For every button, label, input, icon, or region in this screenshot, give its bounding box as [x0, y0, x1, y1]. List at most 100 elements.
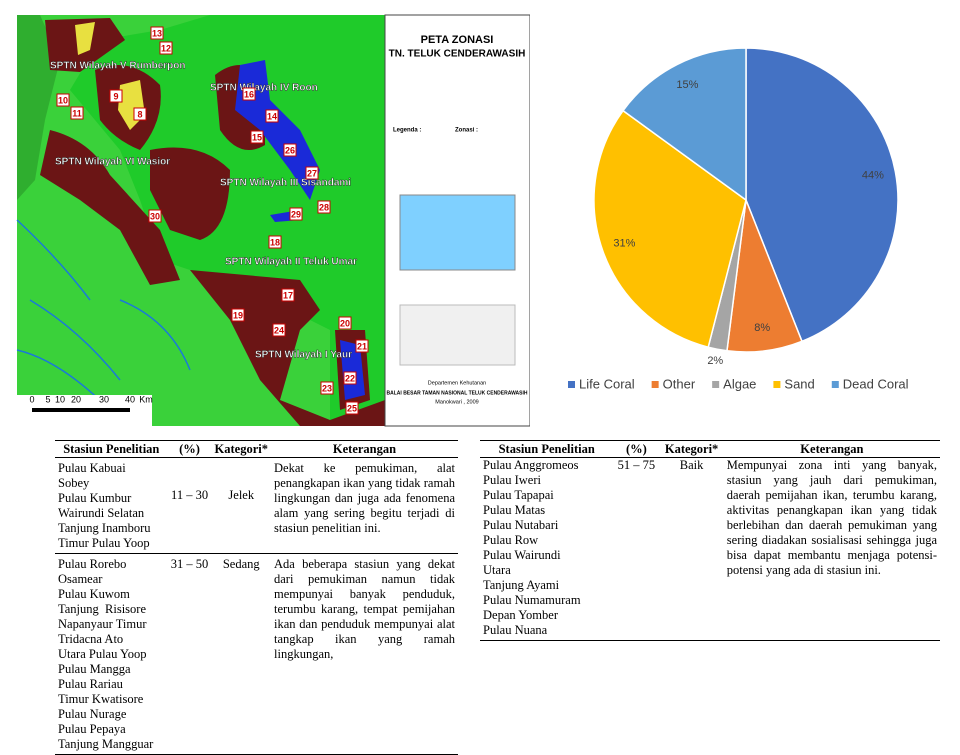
- island: [235, 60, 320, 200]
- site-marker: [148, 209, 162, 223]
- site-number: 28: [319, 202, 329, 212]
- station-name: Pulau Nuana: [483, 623, 548, 637]
- legend-label: Other: [663, 376, 696, 391]
- pie-slice: [745, 47, 899, 343]
- column-header: (%): [613, 440, 660, 458]
- legend-swatch: [651, 381, 659, 388]
- legend-label: Dead Coral: [843, 376, 909, 391]
- scale-label: 20: [71, 394, 81, 404]
- station-name: Pulau Iweri: [483, 473, 541, 487]
- site-number: 22: [345, 373, 355, 383]
- station-name: Tridacna Ato: [58, 632, 124, 646]
- site-number: 26: [285, 145, 295, 155]
- note-cell: Dekat ke pemukiman, alat penangkapan ika…: [271, 457, 458, 554]
- table: Stasiun Penelitian (%) Kategori* Keterangan…: [55, 440, 458, 755]
- data-label: 31%: [613, 238, 635, 250]
- scale-label: 30: [99, 394, 109, 404]
- station-name: Utara Pulau Yoop: [58, 647, 147, 661]
- site-number: 12: [161, 43, 171, 53]
- site-marker: [150, 26, 164, 40]
- scale-label: 0: [29, 394, 34, 404]
- site-marker: [231, 308, 245, 322]
- site-marker: [305, 166, 319, 180]
- site-number: 16: [244, 89, 254, 99]
- station-name: Pulau Anggromeos: [483, 458, 579, 472]
- site-marker: [272, 323, 286, 337]
- site-number: 9: [113, 91, 118, 101]
- station-name: Tanjung Inamboru: [58, 521, 151, 535]
- site-number: 25: [347, 403, 357, 413]
- legend-swatch: [568, 381, 575, 388]
- legend-label: Sand: [784, 376, 814, 391]
- logo-area: [399, 304, 516, 366]
- site-marker: [343, 371, 357, 385]
- map-footer: Manokwari , 2009: [435, 399, 478, 405]
- header-row: Stasiun Penelitian (%) Kategori* Keterangan: [480, 440, 940, 458]
- pie-slice: [593, 109, 747, 349]
- table-row: Pulau Kabuai Sobey Pulau Kumbur Wairundi Se…: [55, 457, 458, 554]
- region-label: SPTN Wilayah VI Wasior: [55, 157, 170, 168]
- table: Stasiun Penelitian (%) Kategori* Keterangan…: [480, 440, 940, 641]
- stations-cell: Pulau Anggromeos Pulau Iweri Pulau Tapapai…: [480, 457, 614, 641]
- site-marker: [289, 207, 303, 221]
- data-label: 44%: [862, 170, 884, 182]
- column-header: Stasiun Penelitian: [480, 440, 614, 458]
- station-name: Timur Pulau Yoop: [58, 536, 150, 550]
- site-number: 23: [322, 383, 332, 393]
- legend-swatch: [831, 381, 839, 388]
- station-name: Pulau Kabuai: [58, 461, 126, 475]
- station-name: Timur Kwatisore: [58, 692, 144, 706]
- site-marker: [70, 106, 84, 120]
- category-cell: Baik: [659, 457, 724, 641]
- legend-label: Algae: [723, 376, 756, 391]
- map-title: PETA ZONASI: [421, 34, 494, 46]
- map-footer: BALAI BESAR TAMAN NASIONAL TELUK CENDERA…: [387, 390, 528, 396]
- table-row: Pulau Anggromeos Pulau Iweri Pulau Tapapai…: [480, 457, 940, 641]
- zone: [40, 130, 180, 285]
- site-number: 24: [274, 325, 284, 335]
- station-name: Pulau Wairundi: [483, 548, 561, 562]
- scale-label: 10: [55, 394, 65, 404]
- site-number: 8: [137, 109, 142, 119]
- reef: [75, 22, 145, 130]
- legend-label: Legenda :: [393, 128, 421, 134]
- site-number: 13: [152, 28, 162, 38]
- page: {"chart_data": {"type": "pie", "categori…: [16, 14, 940, 755]
- region-label: SPTN Wilayah III Sisandami: [220, 178, 351, 189]
- site-marker: [265, 109, 279, 123]
- station-name: Pulau Numamuram: [483, 593, 581, 607]
- note-cell: Ada beberapa stasiun yang dekat dari pem…: [271, 553, 458, 755]
- station-name: Pulau Matas: [483, 503, 546, 517]
- site-number: 29: [291, 209, 301, 219]
- stations-cell: Pulau Kabuai Sobey Pulau Kumbur Wairundi Se…: [55, 457, 168, 554]
- scale-label: Km: [139, 394, 153, 404]
- site-marker: [242, 87, 256, 101]
- map: SPTN Wilayah V Rumberpon SPTN Wilayah IV …: [16, 14, 530, 427]
- column-header: Keterangan: [723, 440, 940, 458]
- column-header: Kategori*: [211, 440, 271, 458]
- column-header: Stasiun Penelitian: [55, 440, 168, 458]
- site-marker: [133, 107, 147, 121]
- site-number: 15: [252, 132, 262, 142]
- site-number: 19: [233, 310, 243, 320]
- station-name: Pulau Kuwom: [58, 587, 130, 601]
- station-name: Pulau Row: [483, 533, 539, 547]
- legend-label: Life Coral: [579, 376, 635, 391]
- site-number: 11: [72, 108, 82, 118]
- legend-label: Zonasi :: [455, 128, 478, 134]
- header-row: Stasiun Penelitian (%) Kategori* Keterangan: [55, 440, 458, 458]
- zone: [150, 147, 230, 240]
- stations-cell: Pulau Rorebo Osamear Pulau Kuwom Tanjung Ri…: [55, 553, 168, 755]
- station-name: Pulau Rariau: [58, 677, 123, 691]
- station-name: Pulau Nurage: [58, 707, 127, 721]
- site-marker: [338, 316, 352, 330]
- site-number: 14: [267, 111, 277, 121]
- station-name: Osamear: [58, 572, 103, 586]
- map-subtitle: TN. TELUK CENDERAWASIH: [389, 49, 526, 60]
- station-name: Pulau Tapapai: [483, 488, 554, 502]
- station-name: Tanjung Risisore: [58, 602, 147, 616]
- site-marker: [345, 401, 359, 415]
- data-label: 15%: [676, 79, 698, 91]
- region-label: SPTN Wilayah II Teluk Umar: [225, 257, 357, 268]
- legend-swatch: [773, 381, 781, 388]
